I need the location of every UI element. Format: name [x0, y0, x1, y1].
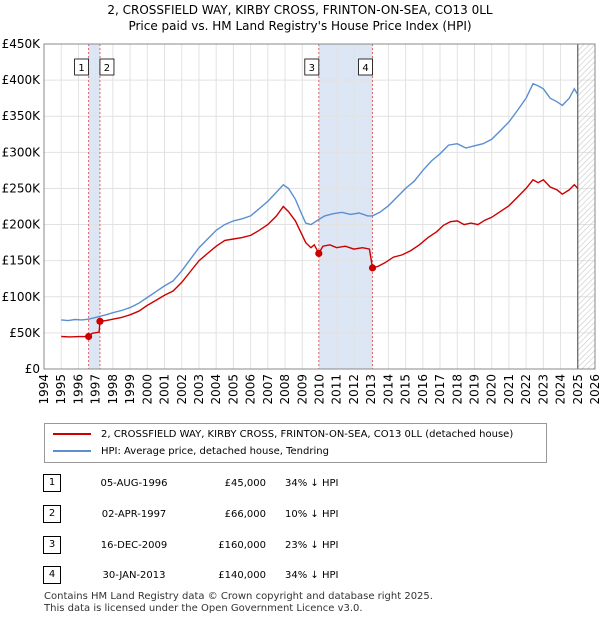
sale-label-box [74, 58, 89, 76]
forecast-hatch [577, 44, 595, 369]
sale-point [96, 317, 104, 325]
x-tick-label: 2019 [467, 374, 481, 405]
sale-price: £66,000 [224, 509, 266, 520]
x-tick-label: 2012 [347, 374, 361, 405]
hpi-series-line [61, 82, 579, 322]
sale-period-shade [318, 44, 373, 369]
x-tick-label: 1998 [106, 374, 120, 405]
x-tick-label: 2005 [226, 374, 240, 405]
x-tick-label: 2013 [364, 374, 378, 405]
sale-badge: 2 [43, 505, 61, 523]
x-tick-label: 2010 [313, 374, 327, 405]
y-tick-label: £400K [2, 73, 42, 87]
chart-legend: 2, CROSSFIELD WAY, KIRBY CROSS, FRINTON-… [44, 423, 547, 463]
x-tick-label: 1997 [89, 374, 103, 405]
y-tick-label: £200K [2, 218, 42, 232]
x-tick-label: 2008 [278, 374, 292, 405]
legend-item-property: 2, CROSSFIELD WAY, KIRBY CROSS, FRINTON-… [53, 427, 513, 443]
sale-label-box [99, 58, 115, 76]
sale-date: 30-JAN-2013 [102, 570, 166, 581]
y-tick-label: £50K [9, 326, 41, 340]
sale-label-text: 2 [104, 63, 110, 74]
x-tick-label: 2002 [175, 374, 189, 405]
property-series-line [61, 178, 579, 338]
x-tick-label: 2006 [244, 374, 258, 405]
chart-title-line1: 2, CROSSFIELD WAY, KIRBY CROSS, FRINTON-… [107, 3, 493, 17]
sale-price: £160,000 [218, 540, 266, 551]
sale-point [368, 264, 377, 272]
x-tick-label: 2000 [140, 374, 154, 405]
sale-date: 16-DEC-2009 [100, 540, 168, 551]
sale-price: £45,000 [224, 478, 266, 489]
y-tick-label: £150K [2, 254, 42, 268]
sale-label-text: 1 [78, 63, 84, 74]
legend-label-hpi: HPI: Average price, detached house, Tend… [101, 446, 329, 457]
sale-label-box [358, 58, 373, 76]
x-tick-label: 2004 [209, 374, 223, 405]
x-tick-label: 2001 [158, 374, 172, 405]
x-tick-label: 2014 [381, 374, 395, 405]
legend-label-property: 2, CROSSFIELD WAY, KIRBY CROSS, FRINTON-… [101, 429, 514, 440]
legend-swatch-hpi [53, 450, 91, 452]
price-chart: 1 2 3 4 £0 £50K £100K £150K £200K £250K £300K £350K… [2, 37, 600, 405]
x-tick-label: 2007 [261, 374, 275, 405]
x-tick-label: 2011 [330, 374, 344, 405]
legend-item-hpi: HPI: Average price, detached house, Tend… [53, 444, 329, 460]
x-tick-label: 1999 [123, 374, 137, 405]
chart-title-line2: Price paid vs. HM Land Registry's House … [128, 19, 472, 33]
x-tick-label: 2003 [192, 374, 206, 405]
sale-price: £140,000 [218, 570, 266, 581]
x-tick-label: 2026 [588, 374, 600, 405]
x-tick-label: 1994 [37, 374, 51, 405]
x-tick-label: 2016 [416, 374, 430, 405]
x-tick-label: 2024 [554, 374, 568, 405]
x-tick-label: 2015 [399, 374, 413, 405]
sale-point [315, 249, 323, 258]
sale-hpi-delta: 23% ↓ HPI [285, 540, 339, 551]
sale-hpi-delta: 34% ↓ HPI [285, 478, 339, 489]
sale-hpi-delta: 10% ↓ HPI [285, 509, 339, 520]
licence-notice: This data is licensed under the Open Gov… [44, 603, 363, 614]
copyright-notice: Contains HM Land Registry data © Crown c… [44, 591, 433, 602]
x-tick-label: 2020 [485, 374, 499, 405]
y-tick-label: £250K [2, 181, 42, 195]
x-tick-label: 2023 [536, 374, 550, 405]
sale-hpi-delta: 34% ↓ HPI [285, 570, 339, 581]
sale-date: 05-AUG-1996 [100, 478, 168, 489]
x-tick-label: 2025 [571, 374, 585, 405]
sale-badge: 3 [43, 536, 61, 554]
sale-label-text: 3 [309, 63, 315, 74]
y-tick-label: £100K [2, 290, 42, 304]
sale-date: 02-APR-1997 [101, 509, 167, 520]
sale-label-box [304, 58, 320, 76]
sale-period-shade [88, 44, 100, 369]
x-tick-label: 1996 [71, 374, 85, 405]
x-tick-label: 2017 [433, 374, 447, 405]
x-tick-label: 2021 [502, 374, 516, 405]
sale-point [84, 332, 93, 341]
x-tick-label: 2009 [295, 374, 309, 405]
sale-badge: 4 [43, 566, 61, 584]
y-tick-label: £450K [2, 37, 42, 51]
plot-frame [43, 43, 596, 370]
y-tick-label: £0 [25, 362, 40, 376]
sale-label-text: 4 [362, 63, 368, 74]
y-tick-label: £350K [2, 109, 42, 123]
x-tick-label: 2018 [450, 374, 464, 405]
sale-badge: 1 [43, 474, 61, 492]
x-tick-label: 1995 [54, 374, 68, 405]
y-tick-label: £300K [2, 145, 42, 159]
legend-swatch-property [53, 433, 91, 435]
x-tick-label: 2022 [519, 374, 533, 405]
